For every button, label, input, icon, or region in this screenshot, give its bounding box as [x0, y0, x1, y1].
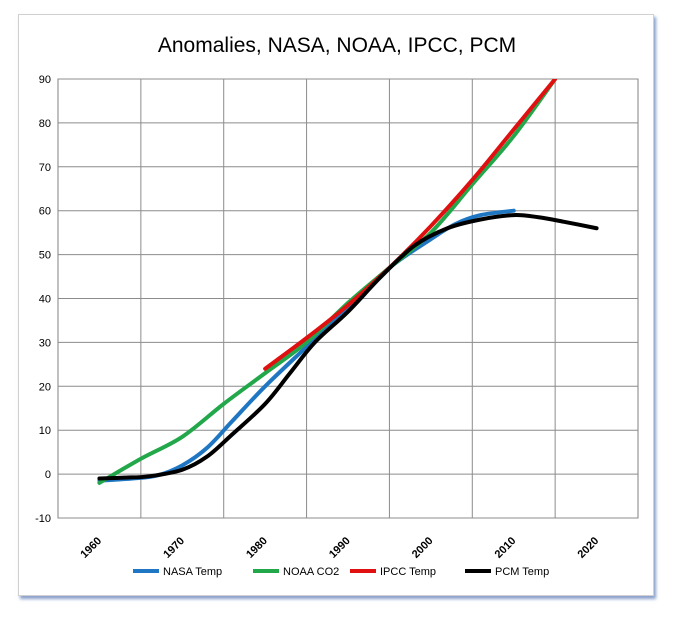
y-tick-label: 90 [39, 74, 51, 86]
chart-title: Anomalies, NASA, NOAA, IPCC, PCM [158, 34, 516, 57]
y-tick-label: 70 [39, 162, 51, 174]
x-tick-label: 2000 [410, 535, 436, 561]
chart-frame: Anomalies, NASA, NOAA, IPCC, PCM -10 0 10 2… [18, 14, 654, 596]
x-tick-label: 2010 [493, 535, 519, 561]
legend-label-pcm-temp: PCM Temp [495, 566, 549, 578]
grid [57, 78, 639, 519]
series-line-noaa-co2 [97, 79, 558, 485]
x-axis-ticks: 1960 1970 1980 1990 2000 2010 2020 [78, 535, 601, 561]
legend: NASA Temp NOAA CO2 IPCC Temp PCM Temp [133, 566, 549, 578]
y-tick-label: 10 [39, 425, 51, 437]
x-tick-label: 1980 [244, 535, 270, 561]
chart-canvas: Anomalies, NASA, NOAA, IPCC, PCM -10 0 10 2… [35, 34, 639, 578]
y-tick-label: 0 [45, 469, 51, 481]
legend-label-nasa-temp: NASA Temp [163, 566, 222, 578]
y-tick-label: 60 [39, 206, 51, 218]
y-tick-label: 30 [39, 337, 51, 349]
y-axis-ticks: -10 0 10 20 30 40 50 60 70 80 90 [35, 74, 51, 525]
x-tick-label: 1990 [327, 535, 353, 561]
y-tick-label: 80 [39, 118, 51, 130]
series-lines [97, 79, 599, 485]
series-line-ipcc-temp [263, 79, 558, 371]
x-tick-label: 1970 [161, 535, 187, 561]
y-tick-label: 50 [39, 250, 51, 262]
y-tick-label: -10 [35, 513, 51, 525]
series-line-pcm-temp [97, 213, 599, 481]
y-tick-label: 20 [39, 381, 51, 393]
legend-label-noaa-co2: NOAA CO2 [283, 566, 339, 578]
x-tick-label: 1960 [78, 535, 104, 561]
legend-label-ipcc-temp: IPCC Temp [380, 566, 436, 578]
x-tick-label: 2020 [576, 535, 602, 561]
y-tick-label: 40 [39, 294, 51, 306]
